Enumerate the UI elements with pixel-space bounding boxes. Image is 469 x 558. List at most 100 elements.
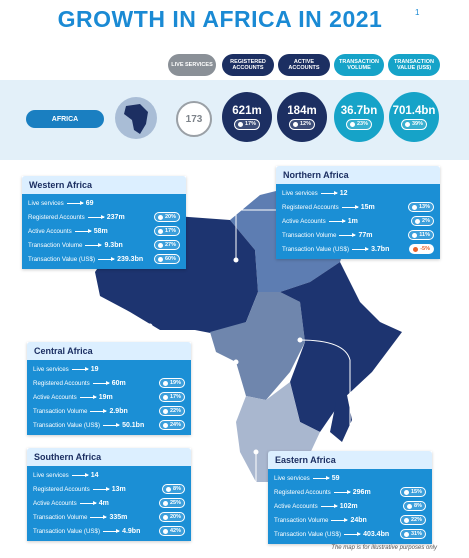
arrow <box>71 472 89 477</box>
arrow <box>90 408 108 413</box>
stat-value: 9.3bn <box>104 241 123 249</box>
change-value: 8% <box>414 503 422 509</box>
stat-label: Live services <box>33 471 69 479</box>
stat-row: Transaction Volume 77m 11% <box>282 228 434 242</box>
stat-value: 69 <box>85 199 94 207</box>
stat-row: Registered Accounts 13m 8% <box>33 482 185 496</box>
change-badge: 22% <box>158 406 185 416</box>
region-panel: Western Africa Live services 69 Registered … <box>22 176 186 269</box>
stat-label: Live services <box>28 199 64 207</box>
change-badge: 31% <box>399 529 426 539</box>
stat-row: Active Accounts 19m 17% <box>33 390 185 404</box>
trend-icon <box>403 531 409 537</box>
stat-value: 59 <box>331 474 340 482</box>
metric-value: 36.7bn <box>340 104 378 117</box>
arrow <box>79 394 97 399</box>
change-value: 17% <box>164 228 176 234</box>
change-badge: 17% <box>233 118 260 130</box>
footnote: The map is for illustrative purposes onl… <box>331 545 437 551</box>
change-badge: 60% <box>153 254 180 264</box>
region-panel: Eastern Africa Live services 59 Registered … <box>268 451 432 544</box>
stat-row: Transaction Volume 2.9bn 22% <box>33 404 185 418</box>
change-value: 20% <box>164 214 176 220</box>
arrow <box>312 475 330 480</box>
arrow <box>87 214 105 219</box>
column-header: ACTIVE ACCOUNTS <box>278 54 330 76</box>
arrow <box>103 422 121 427</box>
stat-label: Live services <box>282 189 318 197</box>
change-badge: 19% <box>158 378 185 388</box>
trend-icon <box>403 489 409 495</box>
trend-icon <box>166 486 172 492</box>
change-value: 25% <box>169 500 181 506</box>
change-value: 24% <box>169 422 181 428</box>
trend-icon <box>415 218 421 224</box>
stat-label: Transaction Volume <box>274 516 329 524</box>
change-value: 27% <box>164 242 176 248</box>
change-badge: 25% <box>158 498 185 508</box>
change-value: 39% <box>411 121 423 127</box>
trend-icon <box>157 214 163 220</box>
arrow <box>341 204 359 209</box>
trend-icon <box>157 242 163 248</box>
stat-label: Registered Accounts <box>282 203 339 211</box>
stat-label: Transaction Volume <box>282 231 337 239</box>
africa-globe-icon <box>115 97 157 139</box>
arrow <box>79 500 97 505</box>
change-value: 22% <box>169 408 181 414</box>
trend-icon <box>292 121 298 127</box>
arrow <box>352 246 370 251</box>
trend-icon <box>157 256 163 262</box>
region-title: Southern Africa <box>27 448 191 466</box>
stat-label: Registered Accounts <box>274 488 331 496</box>
connectors <box>91 209 351 491</box>
change-badge: 23% <box>345 118 372 130</box>
stat-value: 237m <box>106 213 125 221</box>
madagascar <box>330 390 352 442</box>
stat-row: Active Accounts 102m 8% <box>274 499 426 513</box>
change-value: 17% <box>169 394 181 400</box>
stat-value: 50.1bn <box>122 421 145 429</box>
arrow <box>320 190 338 195</box>
stat-label: Transaction Volume <box>28 241 83 249</box>
arrow <box>103 528 121 533</box>
change-badge: 8% <box>403 501 426 511</box>
stat-label: Transaction Value (US$) <box>33 527 101 535</box>
change-value: 11% <box>419 232 430 238</box>
change-badge: 24% <box>158 420 185 430</box>
stat-row: Live services 12 <box>282 186 434 200</box>
region-body: Live services 12 Registered Accounts 15m 13%… <box>276 184 440 259</box>
stat-row: Live services 14 <box>33 468 185 482</box>
region-body: Live services 59 Registered Accounts 296m 15… <box>268 469 432 544</box>
trend-icon <box>349 121 355 127</box>
change-badge: -5% <box>409 244 434 254</box>
trend-icon <box>162 500 168 506</box>
stat-label: Transaction Volume <box>33 513 88 521</box>
stat-row: Transaction Volume 9.3bn 27% <box>28 238 180 252</box>
trend-icon <box>412 232 418 238</box>
column-header: REGISTERED ACCOUNTS <box>222 54 274 76</box>
stat-label: Registered Accounts <box>33 485 90 493</box>
stat-row: Transaction Value (US$) 3.7bn -5% <box>282 242 434 256</box>
region-body: Live services 19 Registered Accounts 60m 19%… <box>27 360 191 435</box>
arrow <box>320 503 338 508</box>
change-badge: 39% <box>400 118 427 130</box>
change-value: 60% <box>164 256 176 262</box>
change-badge: 2% <box>411 216 434 226</box>
stat-row: Transaction Value (US$) 50.1bn 24% <box>33 418 185 432</box>
metric-circle: 621m 17% <box>222 92 272 142</box>
stat-row: Registered Accounts 15m 13% <box>282 200 434 214</box>
metric-value: 701.4bn <box>392 104 436 117</box>
change-value: 15% <box>410 489 422 495</box>
trend-icon <box>407 503 413 509</box>
stat-value: 13m <box>111 485 126 493</box>
arrow <box>339 232 357 237</box>
region-title: Northern Africa <box>276 166 440 184</box>
change-badge: 11% <box>408 230 434 240</box>
change-value: 8% <box>173 486 181 492</box>
stat-label: Transaction Value (US$) <box>282 245 350 253</box>
stat-value: 60m <box>111 379 126 387</box>
stat-label: Transaction Value (US$) <box>28 255 96 263</box>
change-value: 12% <box>299 121 311 127</box>
